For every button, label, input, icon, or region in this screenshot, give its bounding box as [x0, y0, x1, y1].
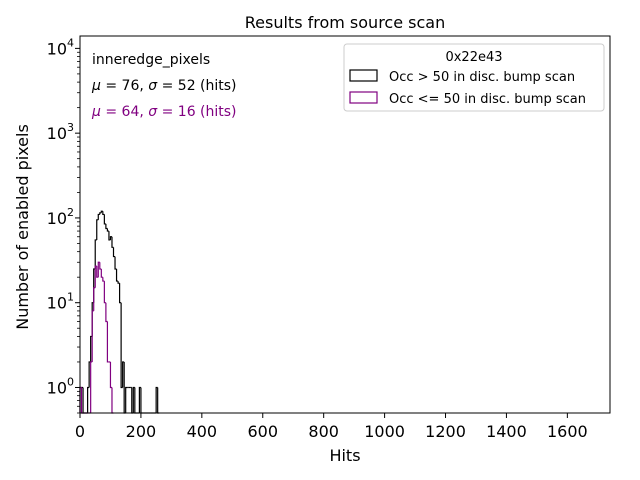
histogram-bin	[114, 256, 117, 270]
y-tick-label: 102	[47, 206, 74, 228]
stats-line-2-sigma-value: = 16 (hits)	[157, 104, 236, 120]
histogram-bin	[108, 231, 111, 241]
x-tick-label: 400	[187, 422, 218, 441]
legend-label-occ-le-50: Occ <= 50 in disc. bump scan	[389, 92, 586, 107]
x-tick-label: 0	[75, 422, 85, 441]
histogram-bin	[115, 268, 119, 282]
stats-line-1-sigma-value: = 52 (hits)	[157, 78, 236, 94]
histogram-bin	[140, 387, 143, 414]
stats-line-1-mu-value: = 76,	[101, 78, 148, 94]
histogram-bin	[97, 213, 100, 220]
histogram-bin	[134, 387, 137, 414]
histogram-bin	[117, 281, 120, 284]
histogram-bin	[122, 361, 125, 388]
x-tick-label: 600	[247, 422, 278, 441]
histogram-bin	[106, 228, 109, 232]
histogram-bin	[118, 283, 122, 304]
histogram-bin	[82, 387, 85, 414]
histogram-bin	[125, 386, 128, 413]
histogram-bin	[97, 261, 100, 278]
y-tick-label: 101	[47, 291, 74, 313]
y-axis-label: Number of enabled pixels	[13, 124, 32, 330]
histogram-bin	[157, 387, 160, 414]
x-tick-label: 1000	[364, 422, 405, 441]
histogram-bin	[91, 310, 94, 362]
stats-box: inneredge_pixels μ = 76, σ = 52 (hits) μ…	[91, 52, 237, 120]
histogram-bin	[112, 247, 116, 258]
histogram-bin	[102, 277, 105, 282]
legend-swatch-occ-gt-50	[349, 69, 378, 82]
x-tick-label: 1400	[486, 422, 527, 441]
plot-frame	[79, 35, 611, 414]
legend-swatch-occ-le-50	[349, 91, 378, 104]
stats-label: inneredge_pixels	[92, 52, 210, 68]
histogram-bin	[94, 265, 97, 288]
series-occ-le-50	[79, 261, 114, 414]
histogram-bin	[87, 386, 90, 413]
histogram-bin	[90, 361, 93, 413]
x-tick-label: 200	[126, 422, 157, 441]
stats-line-1: μ = 76, σ = 52 (hits)	[91, 78, 237, 94]
stats-line-1-sigma-symbol: σ	[148, 78, 158, 94]
stats-line-2-mu-symbol: μ	[91, 104, 101, 120]
histogram-bin	[109, 361, 112, 389]
histogram-bin	[120, 302, 123, 389]
chart-title: Results from source scan	[245, 13, 445, 32]
y-tick-label: 100	[47, 375, 74, 397]
histogram-bin	[106, 321, 109, 363]
histogram-bin	[111, 236, 114, 248]
histogram-bin	[109, 236, 112, 240]
histogram-bin	[103, 281, 106, 304]
histogram-bin	[103, 214, 106, 225]
histogram-bin	[111, 387, 114, 414]
x-axis-label: Hits	[329, 446, 360, 465]
histogram-bin	[102, 211, 105, 216]
legend-title: 0x22e43	[445, 50, 502, 65]
histogram-bin	[93, 287, 96, 311]
histogram-bin	[94, 239, 97, 269]
histogram-bin	[99, 262, 102, 270]
x-tick-label: 800	[308, 422, 339, 441]
histogram-bin	[105, 223, 108, 230]
histogram-bin	[105, 302, 108, 323]
axes-layer: 0 200 400 600 800 1000 1200 1400 1600 100 101 102 10…	[47, 35, 611, 441]
histogram-bin	[99, 212, 102, 215]
stats-line-2: μ = 64, σ = 16 (hits)	[91, 104, 237, 120]
y-tick-label: 103	[47, 121, 74, 143]
y-tick-label: 104	[47, 36, 74, 58]
series-layer	[79, 210, 160, 414]
stats-line-2-mu-value: = 64,	[101, 104, 148, 120]
histogram-bin	[100, 268, 103, 278]
histogram-bin	[96, 219, 99, 240]
stats-line-1-mu-symbol: μ	[91, 78, 101, 94]
x-tick-label: 1600	[547, 422, 588, 441]
stats-line-2-sigma-symbol: σ	[148, 104, 158, 120]
legend-frame	[343, 43, 605, 112]
x-tick-label: 1200	[425, 422, 466, 441]
legend: 0x22e43 Occ > 50 in disc. bump scan Occ …	[343, 43, 605, 112]
legend-label-occ-gt-50: Occ > 50 in disc. bump scan	[389, 70, 575, 85]
